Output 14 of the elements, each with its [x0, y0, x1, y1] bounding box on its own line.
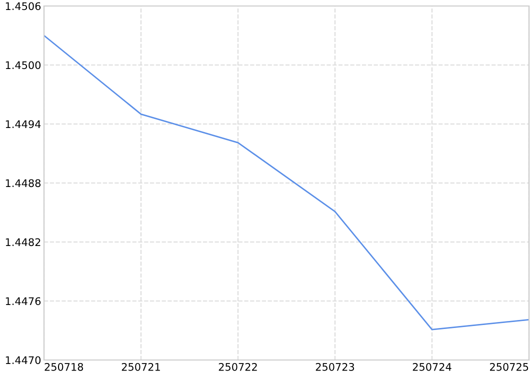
y-tick-label: 1.4500: [6, 61, 41, 70]
x-tick-label: 250718: [44, 362, 84, 371]
line-series: [44, 34, 529, 330]
y-tick-label: 1.4476: [6, 297, 41, 306]
y-tick-label: 1.4488: [6, 179, 41, 188]
x-tick-label: 250723: [316, 362, 354, 371]
x-tick-label: 250725: [490, 362, 528, 371]
y-tick-label: 1.4494: [6, 120, 41, 128]
y-tick-label: 1.4506: [6, 2, 41, 10]
x-tick-label: 250724: [412, 362, 452, 371]
y-tick-label: 1.4482: [6, 238, 40, 246]
y-tick-label: 1.4470: [6, 356, 41, 364]
x-tick-label: 250722: [218, 362, 257, 371]
x-tick-label: 250721: [122, 362, 160, 371]
